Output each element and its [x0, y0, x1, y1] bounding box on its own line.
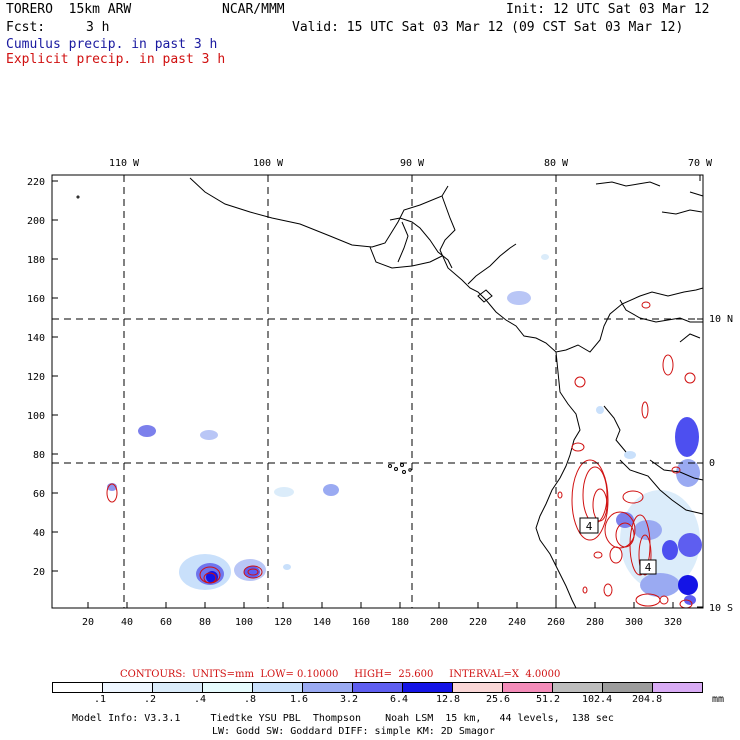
coastlines [76, 177, 704, 609]
colorbar-swatch [252, 682, 303, 693]
left-y-label: 160 [27, 294, 45, 305]
model-title: TORERO 15km ARW [6, 2, 132, 17]
bottom-x-label: 200 [430, 617, 448, 628]
init-time: Init: 12 UTC Sat 03 Mar 12 [506, 2, 710, 17]
map-frame [51, 174, 704, 609]
colorbar-label: 51.2 [536, 694, 561, 705]
right-lat-label: 10 N [709, 314, 733, 325]
model-info: Model Info: V3.3.1 Tiedtke YSU PBL Thomp… [72, 713, 614, 724]
colorbar-label: .8 [244, 694, 257, 705]
colorbar-swatch [202, 682, 253, 693]
top-lon-label: 100 W [253, 158, 284, 169]
left-y-label: 120 [27, 372, 45, 383]
right-lat-label: 0 [709, 458, 715, 469]
graticule [52, 175, 703, 608]
colorbar-swatch [452, 682, 503, 693]
bottom-x-label: 160 [352, 617, 370, 628]
colorbar-label: 6.4 [390, 694, 409, 705]
left-y-label: 20 [33, 567, 45, 578]
colorbar-swatch [302, 682, 353, 693]
colorbar-label: 204.8 [632, 694, 663, 705]
bottom-x-label: 320 [664, 617, 682, 628]
colorbar-label: 3.2 [340, 694, 359, 705]
colorbar-swatch [602, 682, 653, 693]
bottom-x-label: 280 [586, 617, 604, 628]
valid-time: Valid: 15 UTC Sat 03 Mar 12 (09 CST Sat … [292, 20, 684, 35]
right-lat-label: 10 S [709, 603, 733, 614]
fcst-label: Fcst: [6, 20, 46, 35]
bottom-x-label: 60 [160, 617, 172, 628]
left-y-label: 40 [33, 528, 45, 539]
left-y-label: 220 [27, 177, 45, 188]
bottom-x-label: 260 [547, 617, 565, 628]
svg-text:4: 4 [586, 520, 593, 533]
top-lon-label: 90 W [400, 158, 425, 169]
colorbar-swatch [52, 682, 103, 693]
colorbar-label: 12.8 [436, 694, 461, 705]
explicit-contours [106, 301, 696, 609]
top-lon-label: 70 W [688, 158, 713, 169]
axis-labels: 110 W 100 W 90 W 80 W 70 W 10 N 0 10 S 2… [27, 158, 733, 628]
left-y-label: 60 [33, 489, 45, 500]
colorbar-label: 1.6 [290, 694, 309, 705]
left-y-label: 140 [27, 333, 45, 344]
colorbar-swatch [552, 682, 603, 693]
colorbar-swatch [652, 682, 703, 693]
colorbar-swatch [102, 682, 153, 693]
cumulus-shading [107, 254, 702, 605]
colorbar-label: .4 [194, 694, 207, 705]
bottom-x-label: 20 [82, 617, 94, 628]
colorbar-swatch [352, 682, 403, 693]
bottom-x-label: 140 [313, 617, 331, 628]
bottom-x-label: 40 [121, 617, 133, 628]
org-label: NCAR/MMM [222, 2, 285, 17]
top-lon-label: 110 W [109, 158, 140, 169]
center-markers: 4 4 [579, 517, 657, 575]
colorbar-label: .1 [94, 694, 107, 705]
colorbar-units: mm [712, 694, 725, 705]
colorbar-swatch [502, 682, 553, 693]
bottom-x-label: 80 [199, 617, 211, 628]
model-info-line2: LW: Godd SW: Goddard DIFF: simple KM: 2D… [212, 726, 495, 737]
bottom-x-label: 120 [274, 617, 292, 628]
top-lon-label: 80 W [544, 158, 569, 169]
left-y-label: 200 [27, 216, 45, 227]
left-y-label: 80 [33, 450, 45, 461]
colorbar-swatch [402, 682, 453, 693]
cumulus-legend: Cumulus precip. in past 3 h [6, 37, 218, 52]
axis-ticks [52, 175, 703, 608]
colorbar-label: .2 [144, 694, 157, 705]
explicit-legend: Explicit precip. in past 3 h [6, 52, 226, 67]
fcst-value: 3 h [86, 20, 110, 35]
bottom-x-label: 100 [235, 617, 253, 628]
left-y-label: 180 [27, 255, 45, 266]
bottom-x-label: 220 [469, 617, 487, 628]
bottom-x-label: 240 [508, 617, 526, 628]
colorbar-label: 102.4 [582, 694, 613, 705]
svg-text:4: 4 [645, 561, 652, 574]
colorbar-label: 25.6 [486, 694, 511, 705]
bottom-x-label: 300 [625, 617, 643, 628]
bottom-x-label: 180 [391, 617, 409, 628]
contours-info: CONTOURS: UNITS=mm LOW= 0.10000 HIGH= 25… [120, 669, 560, 680]
colorbar-swatch [152, 682, 203, 693]
left-y-label: 100 [27, 411, 45, 422]
